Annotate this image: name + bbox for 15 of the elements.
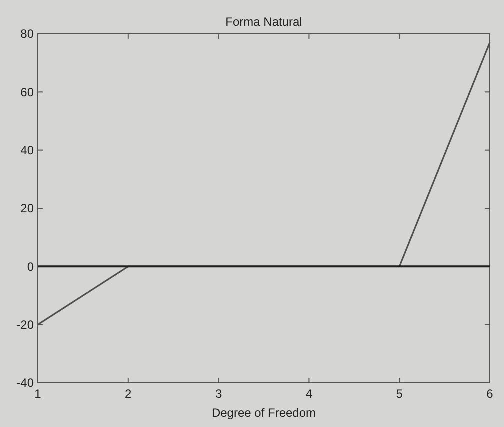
y-tick-label: -40: [16, 376, 34, 390]
y-tick-label: 80: [20, 27, 34, 42]
x-tick-label: 6: [486, 387, 494, 401]
chart-title: Forma Natural: [226, 15, 302, 29]
y-tick-label: 60: [20, 85, 34, 100]
y-tick-label: 20: [20, 202, 34, 216]
y-tick-label: 0: [27, 260, 34, 274]
x-tick-label: 4: [306, 387, 313, 401]
x-tick-label: 3: [215, 387, 222, 401]
x-tick-label: 1: [34, 387, 42, 401]
x-axis-title: Degree of Freedom: [212, 406, 316, 420]
x-tick-label: 2: [125, 387, 132, 401]
y-tick-label: -20: [16, 318, 34, 332]
y-tick-label: 40: [20, 144, 34, 158]
x-tick-label: 5: [396, 387, 404, 401]
